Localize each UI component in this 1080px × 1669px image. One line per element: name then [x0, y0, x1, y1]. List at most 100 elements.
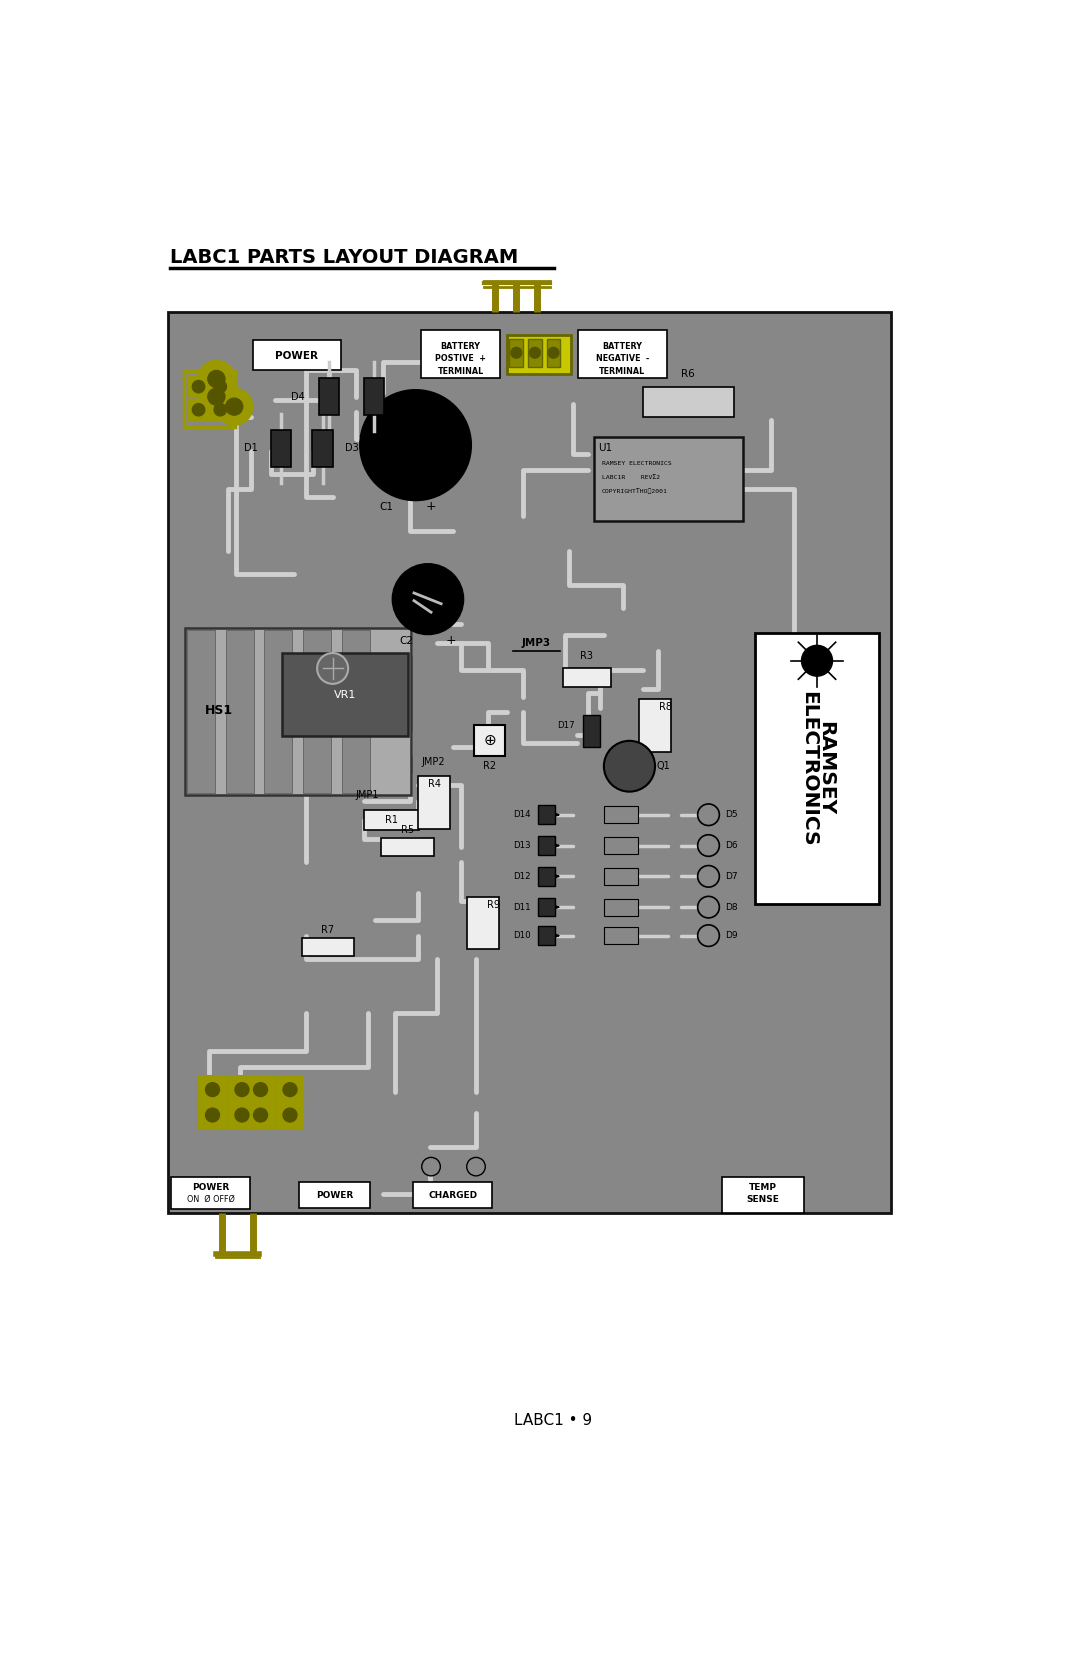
Bar [319, 379, 339, 416]
Text: D17: D17 [557, 721, 575, 729]
Circle shape [214, 404, 227, 416]
FancyBboxPatch shape [721, 1177, 804, 1213]
FancyBboxPatch shape [253, 340, 341, 371]
Circle shape [205, 1108, 219, 1122]
Bar [276, 1077, 303, 1103]
Bar [229, 1077, 255, 1103]
Bar [276, 1102, 303, 1128]
Bar [563, 669, 611, 688]
Bar [187, 629, 215, 793]
Circle shape [226, 399, 243, 416]
Bar [381, 838, 434, 856]
Text: R1: R1 [386, 814, 399, 824]
Bar [364, 379, 383, 416]
Text: D2: D2 [397, 392, 411, 402]
Text: Q1: Q1 [657, 761, 671, 771]
Circle shape [235, 1108, 248, 1122]
Circle shape [235, 1083, 248, 1097]
Circle shape [467, 1185, 485, 1203]
Bar [604, 838, 638, 855]
Text: SENSE: SENSE [746, 1195, 779, 1205]
Text: R8: R8 [660, 703, 673, 713]
Bar [200, 1077, 226, 1103]
Bar [342, 629, 369, 793]
Bar [185, 628, 410, 796]
Bar [265, 629, 293, 793]
Bar [604, 868, 638, 885]
Text: D14: D14 [513, 809, 530, 819]
Circle shape [511, 347, 522, 359]
FancyBboxPatch shape [578, 330, 666, 379]
Circle shape [207, 371, 225, 387]
Bar [474, 726, 505, 756]
Text: R2: R2 [484, 761, 497, 771]
Circle shape [467, 1157, 485, 1177]
Text: D11: D11 [513, 903, 530, 911]
Text: D12: D12 [513, 871, 530, 881]
Circle shape [254, 1083, 268, 1097]
Circle shape [205, 1083, 219, 1097]
Text: D10: D10 [513, 931, 530, 940]
Bar [755, 633, 879, 905]
Bar [188, 376, 210, 397]
Circle shape [214, 381, 227, 392]
Bar [247, 1077, 273, 1103]
Bar [604, 928, 638, 945]
Circle shape [318, 653, 348, 684]
Circle shape [283, 1108, 297, 1122]
Text: JMP2: JMP2 [421, 758, 445, 768]
Text: BATTERY: BATTERY [603, 342, 643, 350]
Text: JMP1: JMP1 [355, 789, 379, 799]
Text: R5: R5 [402, 824, 415, 834]
Text: RAMSEY ELECTRONICS: RAMSEY ELECTRONICS [602, 461, 672, 466]
Circle shape [801, 646, 833, 676]
Text: POWER: POWER [316, 1190, 353, 1200]
Text: RAMSEY
ELECTRONICS: RAMSEY ELECTRONICS [799, 691, 835, 846]
Text: R3: R3 [580, 651, 593, 661]
Text: POSTIVE  +: POSTIVE + [435, 354, 486, 364]
Text: TERMINAL: TERMINAL [437, 367, 484, 376]
Bar [510, 339, 524, 367]
Text: D8: D8 [726, 903, 738, 911]
Bar [638, 699, 672, 751]
Circle shape [207, 389, 225, 406]
Bar [418, 776, 450, 828]
FancyBboxPatch shape [414, 1182, 491, 1208]
Bar [303, 629, 332, 793]
Circle shape [192, 404, 205, 416]
Text: R7: R7 [322, 925, 335, 935]
Text: CHARGED: CHARGED [428, 1190, 477, 1200]
Text: POWER: POWER [192, 1183, 230, 1192]
Text: R6: R6 [681, 369, 696, 379]
Circle shape [198, 361, 235, 397]
Circle shape [216, 389, 253, 426]
Circle shape [698, 834, 719, 856]
Circle shape [698, 896, 719, 918]
Text: D1: D1 [244, 444, 258, 454]
Bar [538, 926, 555, 945]
Bar [546, 339, 561, 367]
Bar [200, 1102, 226, 1128]
Bar [594, 437, 743, 521]
FancyBboxPatch shape [172, 1177, 249, 1208]
Text: LABC1R    REVΣ2: LABC1R REVΣ2 [602, 476, 660, 481]
Bar [301, 938, 354, 956]
Circle shape [698, 866, 719, 888]
FancyBboxPatch shape [299, 1182, 369, 1208]
Circle shape [422, 1157, 441, 1177]
Circle shape [283, 1083, 297, 1097]
Circle shape [198, 379, 235, 416]
Text: NEGATIVE  -: NEGATIVE - [596, 354, 649, 364]
Text: R4: R4 [428, 779, 441, 789]
Text: D3: D3 [346, 444, 359, 454]
Circle shape [529, 347, 540, 359]
Bar [643, 387, 734, 417]
Text: D9: D9 [726, 931, 738, 940]
Bar [538, 836, 555, 855]
Text: +: + [446, 634, 457, 648]
Text: LABC1 • 9: LABC1 • 9 [514, 1414, 593, 1429]
Text: POWER: POWER [275, 350, 319, 361]
Text: D4: D4 [291, 392, 305, 402]
Text: VR1: VR1 [334, 689, 356, 699]
Text: D7: D7 [726, 871, 738, 881]
